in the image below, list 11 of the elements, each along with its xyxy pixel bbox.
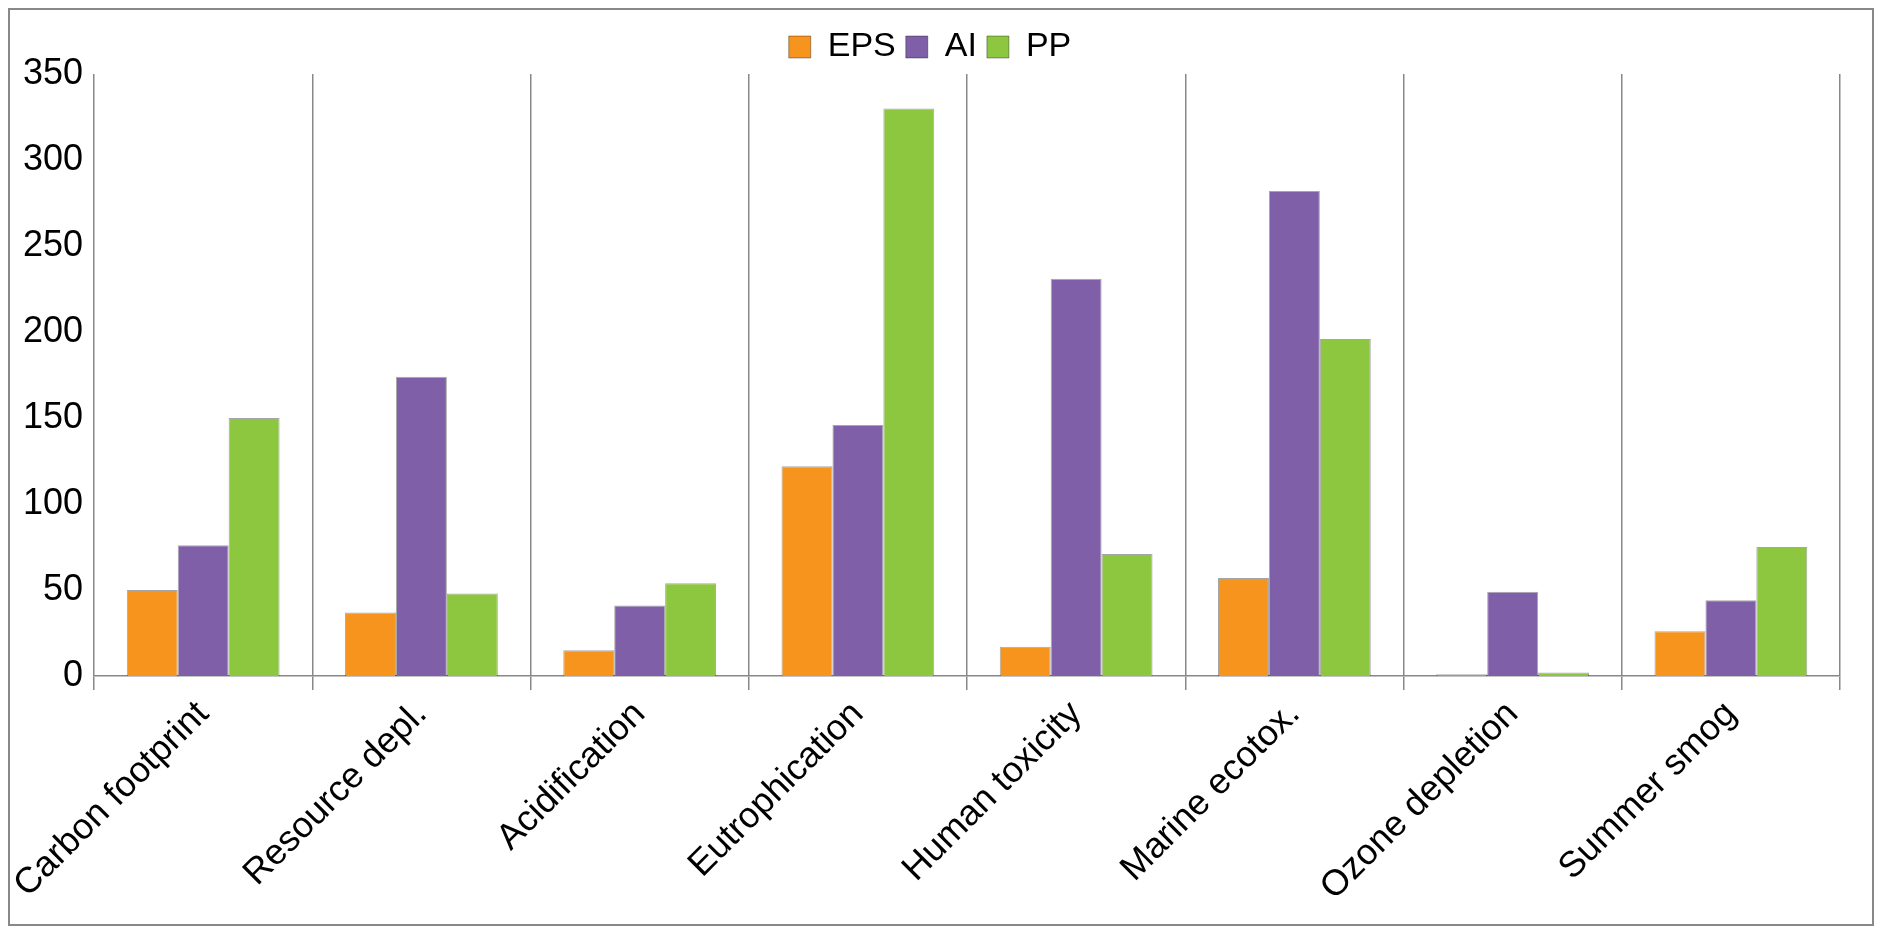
y-tick-label: 100: [22, 480, 84, 522]
y-tick-label: 50: [43, 566, 84, 608]
legend-label: AI: [944, 25, 977, 64]
y-tick-label: 0: [63, 652, 84, 694]
y-tick-label: 300: [22, 136, 84, 178]
legend-label: PP: [1025, 25, 1072, 64]
y-tick-label: 350: [22, 50, 84, 92]
y-tick-label: 150: [22, 394, 84, 436]
y-tick-label: 250: [22, 222, 84, 264]
legend-label: EPS: [827, 25, 896, 64]
y-tick-label: 200: [22, 308, 84, 350]
